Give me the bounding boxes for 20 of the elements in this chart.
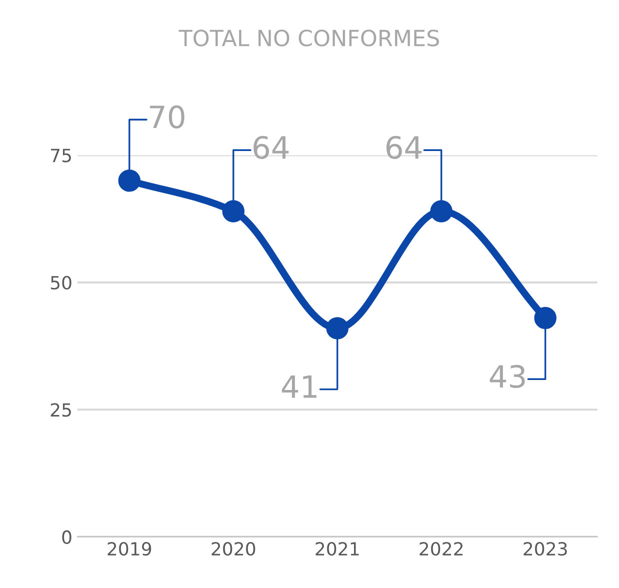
x-tick-label: 2019	[108, 542, 152, 556]
x-tick-label: 2023	[524, 542, 567, 556]
y-tick-label: 0	[62, 530, 72, 544]
data-label: 70	[150, 105, 184, 128]
x-tick-label: 2020	[212, 542, 256, 556]
data-label: 43	[490, 364, 525, 388]
point	[534, 306, 556, 330]
point	[326, 317, 348, 340]
point	[118, 170, 140, 192]
data-label: 64	[386, 136, 422, 160]
x-tick-label: 2022	[420, 542, 463, 556]
y-tick-label: 25	[50, 403, 71, 417]
y-tick-label: 50	[50, 276, 72, 290]
y-tick-label: 75	[51, 148, 71, 162]
point	[430, 200, 452, 222]
data-label: 64	[254, 136, 289, 160]
data-label: 41	[282, 375, 316, 398]
chart-title: TOTAL NO CONFORMES	[178, 30, 439, 46]
x-tick-label: 2021	[316, 542, 359, 556]
point	[222, 200, 244, 222]
